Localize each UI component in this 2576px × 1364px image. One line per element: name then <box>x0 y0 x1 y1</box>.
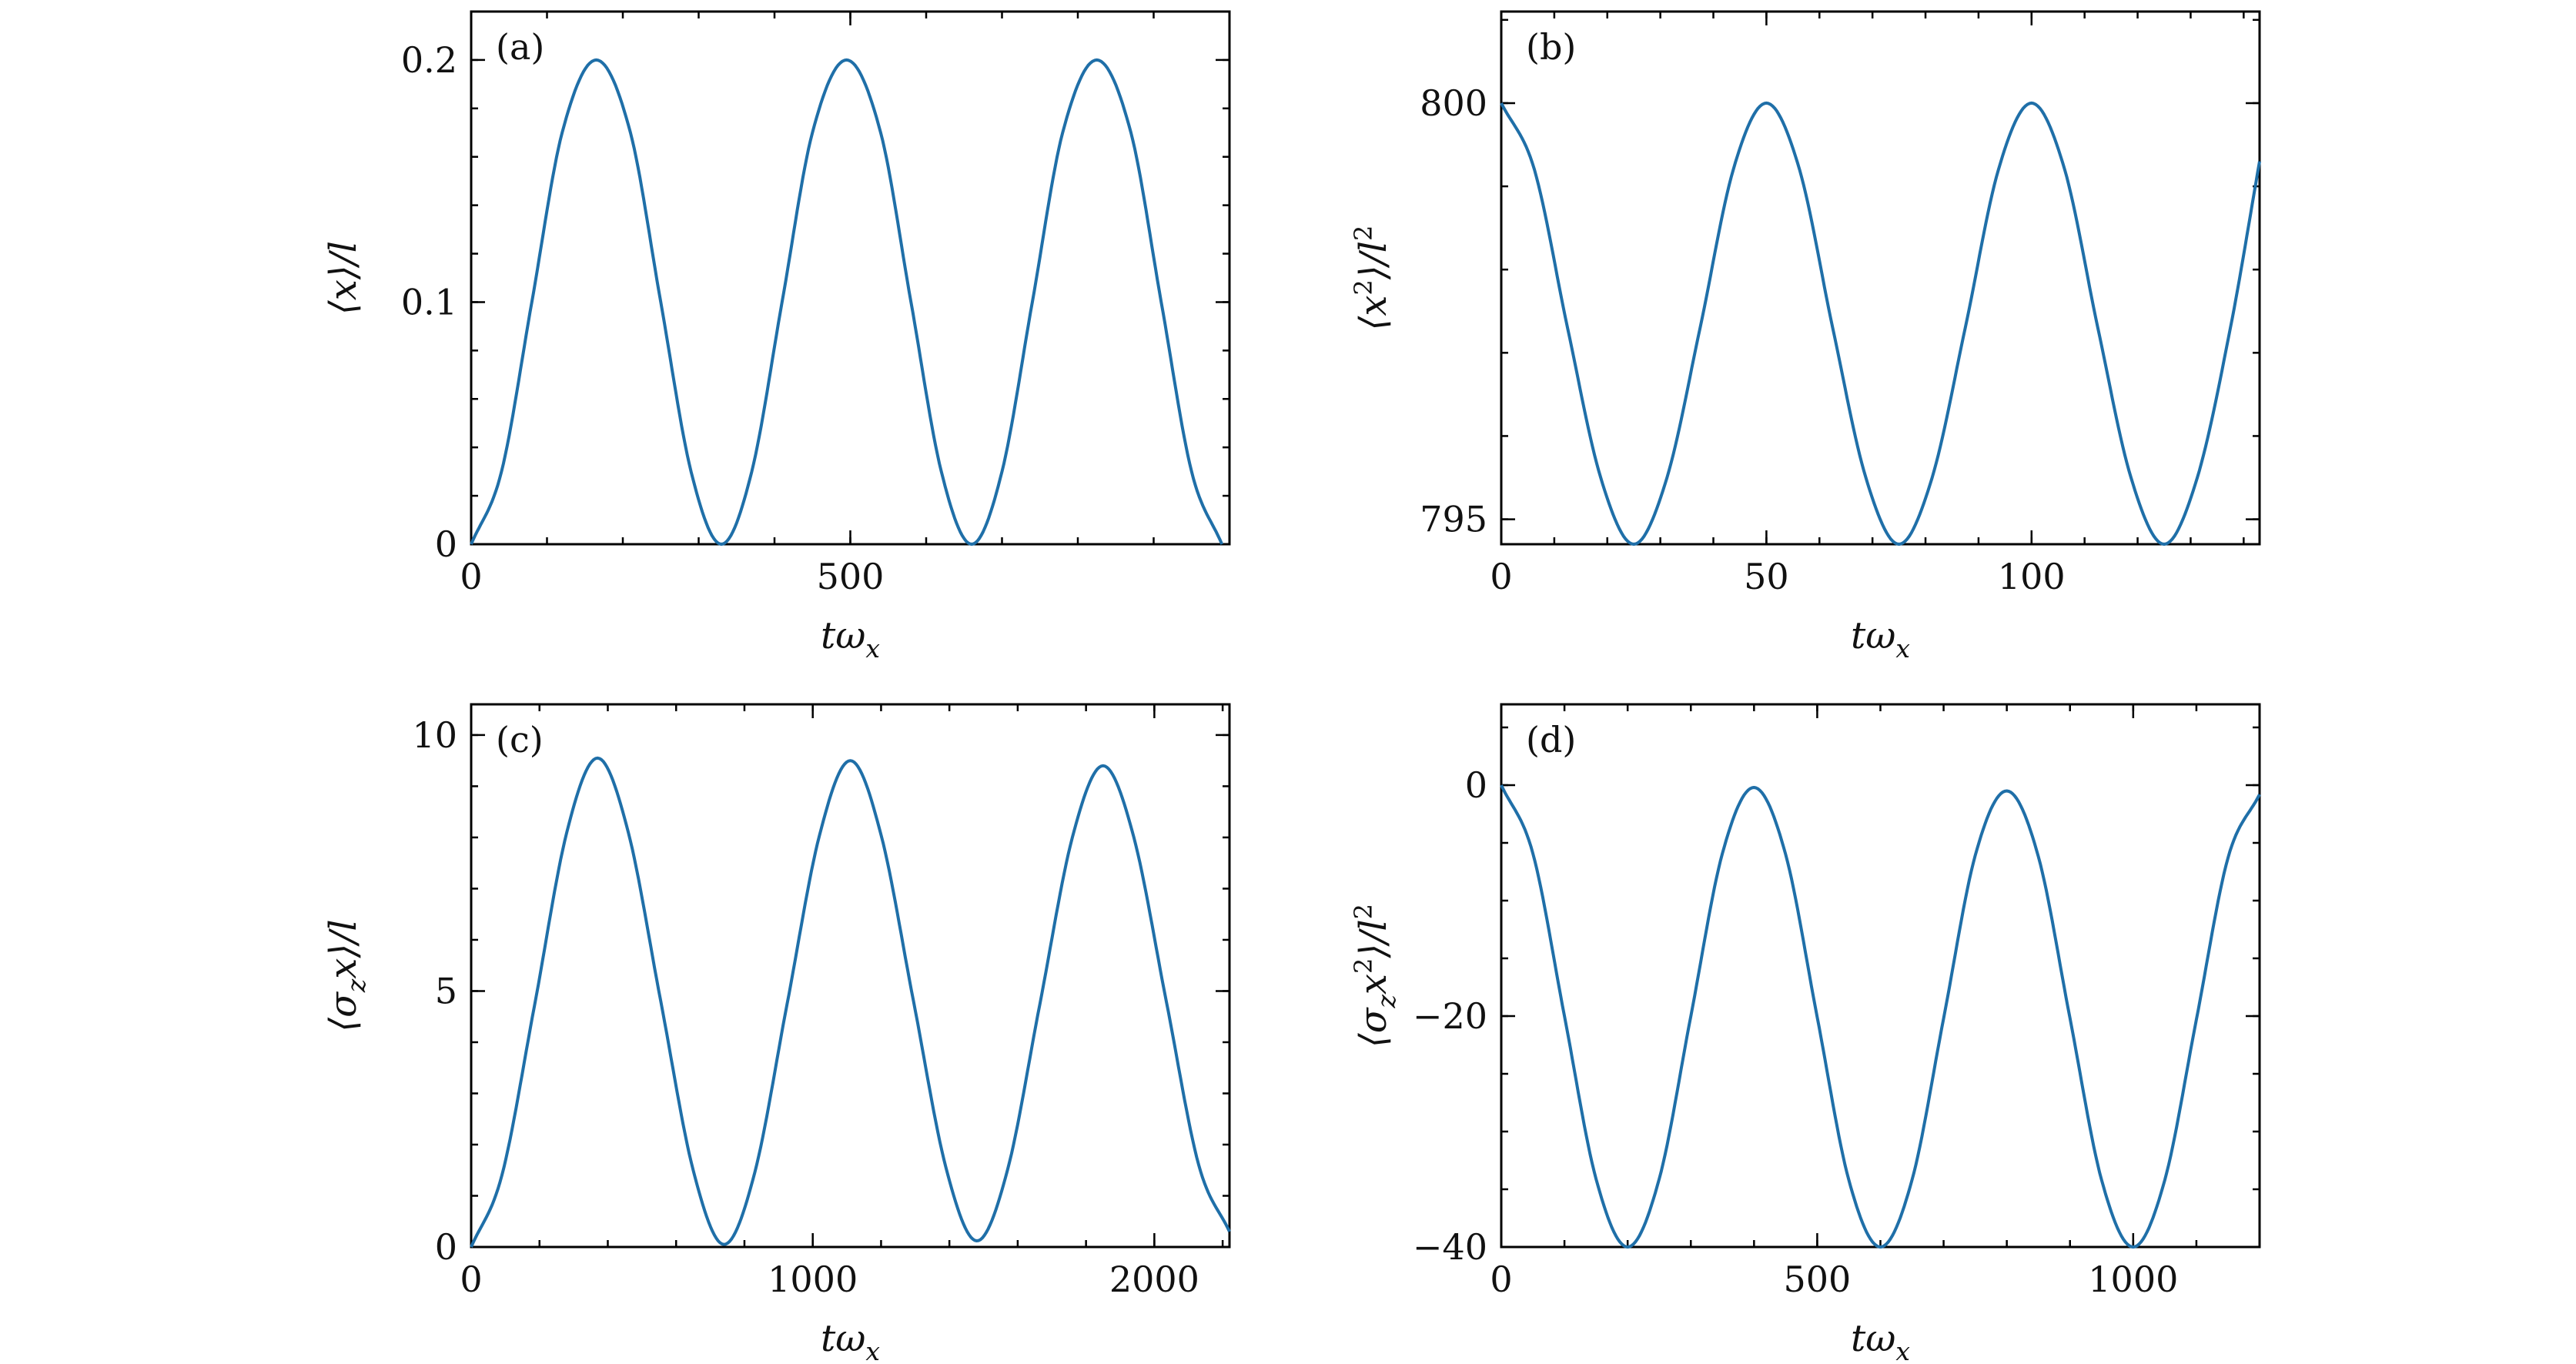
panel-c-y-tick-label: 10 <box>412 714 457 756</box>
panel-b-y-tick-label: 795 <box>1420 499 1487 540</box>
panel-d-x-axis-label: tωx <box>1851 1317 1910 1364</box>
panel-b: 0 50 100 795 800 (b) tωx ⟨x2​⟩/l2​ <box>1349 10 2261 664</box>
panel-c-x-tick-label: 0 <box>460 1259 482 1300</box>
panel-c-y-tick-label: 0 <box>435 1226 457 1268</box>
panel-b-x-axis-label: tωx <box>1851 614 1910 664</box>
panel-b-y-axis-label: ⟨x2​⟩/l2​ <box>1349 226 1395 331</box>
panel-a-y-axis-label: ⟨x⟩/l <box>322 241 365 315</box>
panel-d-x-tick-label: 0 <box>1490 1259 1512 1300</box>
panel-d-label: (d) <box>1526 719 1576 761</box>
panel-d-y-tick-label: 0 <box>1465 764 1487 806</box>
panel-d-y-tick-label: −20 <box>1413 995 1487 1037</box>
panel-b-x-tick-label: 0 <box>1490 556 1512 597</box>
panel-d-y-tick-label: −40 <box>1413 1226 1487 1268</box>
panel-c-x-axis-label: tωx <box>821 1317 880 1364</box>
panel-b-x-tick-label: 50 <box>1744 556 1789 597</box>
panel-a-y-tick-label: 0.2 <box>401 39 457 81</box>
panel-a-plot-frame <box>470 10 1231 546</box>
panel-d: 0 500 1000 −40 −20 0 (d) tωx ⟨σzx2​⟩/l2​ <box>1349 703 2261 1364</box>
panel-c-series-0-line <box>470 756 1231 1248</box>
panel-a-x-axis-label: tωx <box>821 614 880 664</box>
panel-c-label: (c) <box>496 719 544 761</box>
panel-a-y-tick-label: 0 <box>435 523 457 565</box>
panel-a-series-0-line <box>470 58 1224 546</box>
panel-d-x-tick-label: 1000 <box>2088 1259 2178 1300</box>
panel-a-y-tick-label: 0.1 <box>401 281 457 323</box>
panel-c-plot-frame <box>470 703 1231 1249</box>
panel-d-x-tick-label: 500 <box>1784 1259 1852 1300</box>
panel-d-plot-frame <box>1500 703 2261 1249</box>
panel-c-x-tick-label: 2000 <box>1109 1259 1199 1300</box>
panel-a-x-tick-label: 0 <box>460 556 482 597</box>
panel-b-series-0-line <box>1500 101 2261 546</box>
panel-d-y-axis-label: ⟨σzx2​⟩/l2​ <box>1349 904 1401 1048</box>
panel-c-y-tick-label: 5 <box>435 970 457 1011</box>
panel-b-y-tick-label: 800 <box>1420 82 1487 124</box>
panel-c: 0 1000 2000 0 5 10 (c) tωx ⟨σzx⟩/l <box>322 703 1231 1364</box>
panel-c-x-tick-label: 1000 <box>768 1259 858 1300</box>
panel-d-series-0-line <box>1500 784 2261 1249</box>
panel-c-y-axis-label: ⟨σzx⟩/l <box>322 919 371 1031</box>
panel-a-label: (a) <box>496 26 544 68</box>
panel-b-plot-frame <box>1500 10 2261 546</box>
panel-a: 0 500 0 0.1 0.2 (a) tωx ⟨x⟩/l <box>322 10 1231 664</box>
panel-a-x-tick-label: 500 <box>817 556 885 597</box>
panel-b-x-tick-label: 100 <box>1998 556 2066 597</box>
panel-b-label: (b) <box>1526 26 1576 68</box>
